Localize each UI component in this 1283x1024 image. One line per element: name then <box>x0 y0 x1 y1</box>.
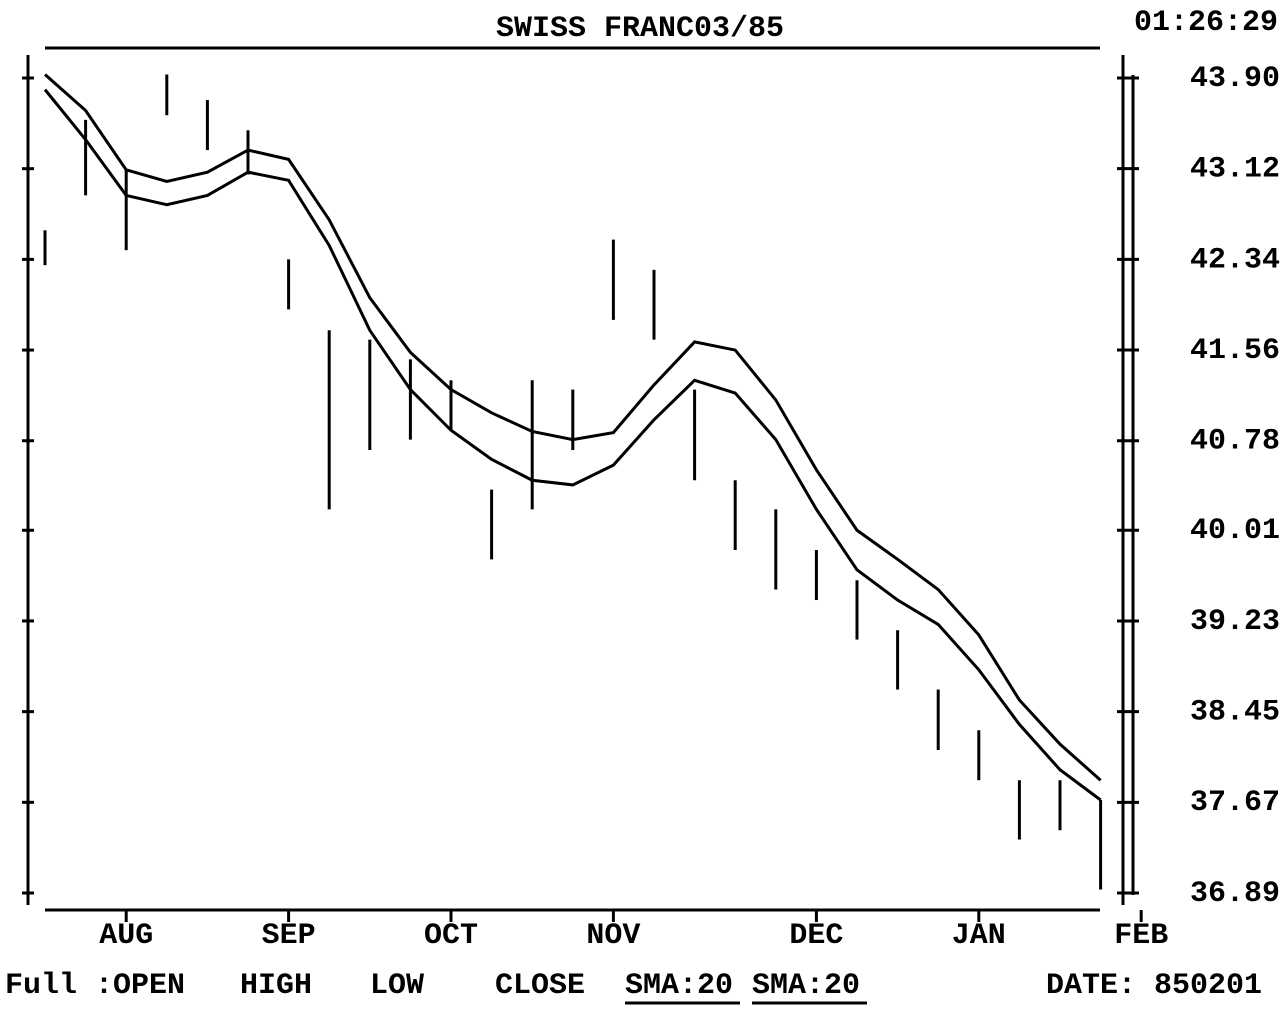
x-tick-label: NOV <box>586 919 640 953</box>
sma-line <box>44 73 1102 782</box>
y-tick-label: 42.34 <box>1190 243 1280 277</box>
x-tick-label: DEC <box>789 919 843 953</box>
legend-label: SMA:20 <box>752 969 860 1003</box>
legend-prefix: Full :OPEN <box>5 969 185 1003</box>
legend-label: SMA:20 <box>625 969 733 1003</box>
x-tick-label: SEP <box>262 919 316 953</box>
legend-label: LOW <box>370 969 424 1003</box>
y-tick-label: 43.90 <box>1190 62 1280 96</box>
y-tick-label: 43.12 <box>1190 153 1280 187</box>
y-tick-label: 36.89 <box>1190 877 1280 911</box>
x-tick-label: JAN <box>952 919 1006 953</box>
y-tick-label: 40.78 <box>1190 425 1280 459</box>
y-tick-label: 37.67 <box>1190 786 1280 820</box>
legend-close: CLOSE <box>495 969 585 1003</box>
y-tick-label: 40.01 <box>1190 514 1280 548</box>
date-label: DATE: 850201 <box>1046 969 1262 1003</box>
sma-line <box>43 88 1102 802</box>
y-tick-label: 38.45 <box>1190 696 1280 730</box>
x-tick-label: AUG <box>99 919 153 953</box>
x-tick-label: FEB <box>1114 919 1168 953</box>
clock: 01:26:29 <box>1134 6 1278 40</box>
legend-label: HIGH <box>240 969 312 1003</box>
y-tick-label: 39.23 <box>1190 605 1280 639</box>
x-tick-label: OCT <box>424 919 478 953</box>
y-tick-label: 41.56 <box>1190 334 1280 368</box>
chart-title: SWISS FRANC03/85 <box>496 12 784 46</box>
